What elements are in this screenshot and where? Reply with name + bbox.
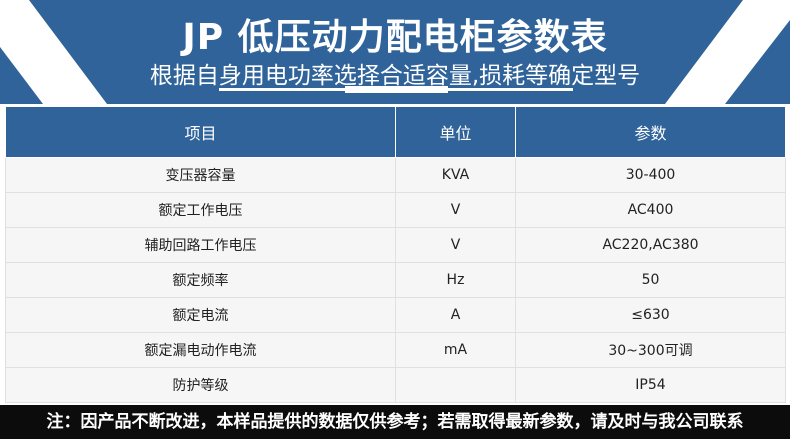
cell-value: 30-400 [515, 157, 786, 193]
cell-value: 30~300可调 [515, 332, 786, 368]
cell-item: 额定漏电动作电流 [5, 332, 396, 368]
cell-unit: KVA [395, 157, 516, 193]
table-row: 辅助回路工作电压 V AC220,AC380 [5, 227, 786, 263]
table-row: 额定频率 Hz 50 [5, 262, 786, 298]
table-row: 额定电流 A ≤630 [5, 297, 786, 333]
cell-unit: Hz [395, 262, 516, 298]
page-subtitle: 根据自身用电功率选择合适容量,损耗等确定型号 [149, 63, 641, 89]
parameter-table: 项目 单位 参数 变压器容量 KVA 30-400 额定工作电压 V AC400 辅助回路工… [5, 106, 786, 403]
cell-unit: V [395, 227, 516, 263]
table-row: 额定漏电动作电流 mA 30~300可调 [5, 332, 786, 368]
cell-value: AC220,AC380 [515, 227, 786, 263]
cell-item: 额定频率 [5, 262, 396, 298]
column-header-item: 项目 [5, 106, 396, 158]
footer-note: 注：因产品不断改进，本样品提供的数据仅供参考；若需取得最新参数，请及时与我公司联… [0, 405, 790, 439]
cell-item: 额定电流 [5, 297, 396, 333]
cell-value: IP54 [515, 367, 786, 403]
cell-value: AC400 [515, 192, 786, 228]
cell-unit: V [395, 192, 516, 228]
divider-accent [345, 86, 448, 93]
banner-right-corner [725, 20, 790, 104]
cell-item: 额定工作电压 [5, 192, 396, 228]
cell-item: 变压器容量 [5, 157, 396, 193]
cell-item: 防护等级 [5, 367, 396, 403]
table-row: 防护等级 IP54 [5, 367, 786, 403]
column-header-value: 参数 [515, 106, 786, 158]
table-header-row: 项目 单位 参数 [5, 106, 786, 158]
banner-shape [29, 0, 743, 104]
table-row: 额定工作电压 V AC400 [5, 192, 786, 228]
cell-value: 50 [515, 262, 786, 298]
cell-item: 辅助回路工作电压 [5, 227, 396, 263]
cell-value: ≤630 [515, 297, 786, 333]
cell-unit [395, 367, 516, 403]
page-title: JP 低压动力配电柜参数表 [182, 17, 608, 58]
cell-unit: A [395, 297, 516, 333]
header-banner [0, 0, 790, 106]
banner-left-corner [0, 47, 43, 104]
cell-unit: mA [395, 332, 516, 368]
column-header-unit: 单位 [395, 106, 516, 158]
table-row: 变压器容量 KVA 30-400 [5, 157, 786, 193]
